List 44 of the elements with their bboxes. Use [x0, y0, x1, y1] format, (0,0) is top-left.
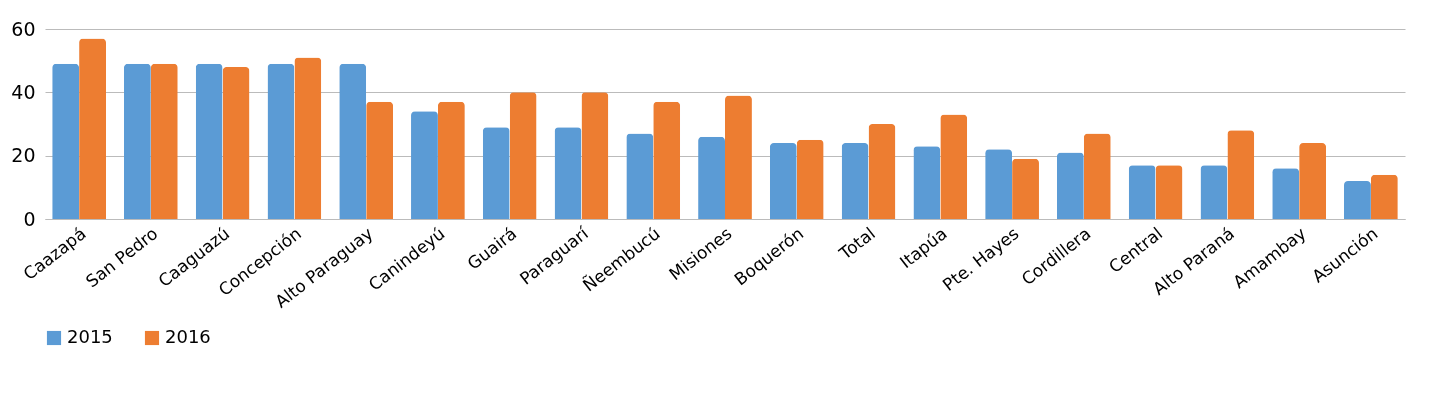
bar [868, 124, 896, 219]
bar [366, 101, 394, 219]
bar [769, 143, 797, 219]
y-tick-label: 60 [11, 17, 36, 40]
legend-label: 2016 [165, 326, 211, 347]
bar [841, 143, 869, 219]
bar [581, 92, 609, 219]
bar [626, 133, 654, 219]
bar [940, 114, 968, 219]
bar [123, 63, 151, 219]
bar [1370, 174, 1398, 219]
bar [339, 63, 367, 219]
bar [554, 127, 582, 219]
bar [653, 101, 681, 219]
y-tick-label: 0 [23, 207, 36, 230]
y-tick-label: 40 [11, 80, 36, 103]
bar [1299, 143, 1327, 219]
bar [725, 95, 752, 219]
bar [1128, 165, 1156, 219]
bar [1227, 130, 1255, 219]
y-tick-label: 20 [11, 144, 36, 167]
bar [411, 111, 438, 219]
bar [267, 63, 295, 219]
bar [437, 101, 465, 219]
bar [294, 57, 322, 219]
bar [1155, 165, 1183, 219]
bar [1200, 165, 1228, 219]
bar [509, 92, 537, 219]
bar [79, 38, 106, 219]
bar [985, 149, 1013, 219]
bar [1012, 158, 1039, 219]
bar [150, 63, 178, 219]
bar [1344, 181, 1371, 219]
bar [482, 127, 510, 219]
bar [222, 67, 250, 219]
legend-label: 2015 [67, 326, 113, 347]
bar [796, 139, 824, 219]
bar [52, 63, 80, 219]
bar [698, 136, 725, 219]
bar [1272, 168, 1300, 219]
bar [1056, 152, 1084, 219]
bar [1083, 133, 1111, 219]
bar [195, 63, 223, 219]
bar [913, 146, 941, 219]
